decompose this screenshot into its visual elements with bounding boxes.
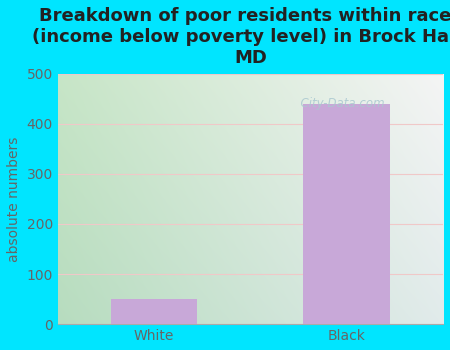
Bar xyxy=(111,299,198,324)
Y-axis label: absolute numbers: absolute numbers xyxy=(7,136,21,261)
Title: Breakdown of poor residents within races
(income below poverty level) in Brock H: Breakdown of poor residents within races… xyxy=(32,7,450,66)
Text: City-Data.com: City-Data.com xyxy=(293,97,385,110)
Bar xyxy=(303,104,390,324)
